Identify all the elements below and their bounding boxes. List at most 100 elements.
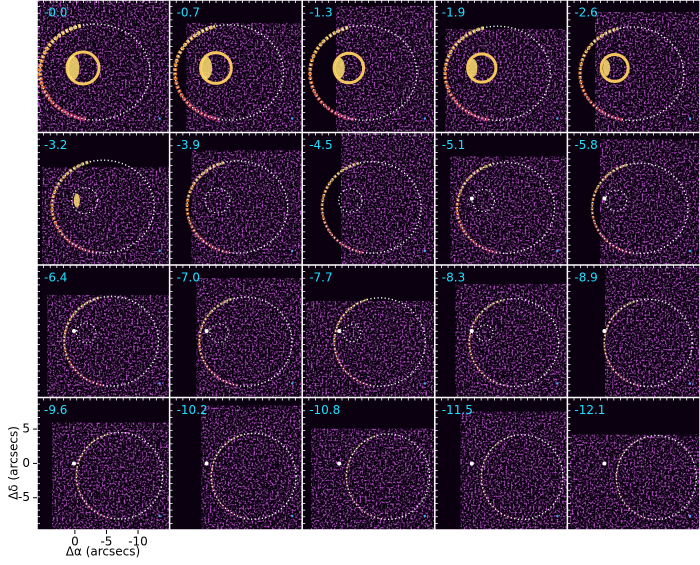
star-marker	[204, 461, 209, 466]
channel-label: -8.9	[574, 271, 597, 285]
emission-arc	[62, 296, 104, 387]
noise	[600, 139, 700, 265]
star-marker	[204, 329, 209, 333]
bright-blob	[73, 193, 80, 208]
noise	[52, 422, 170, 530]
beam	[688, 249, 692, 253]
noise	[450, 156, 567, 265]
inner-ring	[471, 188, 496, 213]
channel-panel	[302, 265, 435, 397]
beam	[291, 382, 294, 385]
model-ellipse	[321, 160, 422, 254]
model-ellipse	[186, 160, 289, 254]
star-marker	[72, 329, 76, 333]
model-ellipse	[333, 297, 427, 387]
y-tick-label: 5	[22, 422, 30, 436]
inner-ring	[332, 51, 366, 85]
beam	[556, 249, 559, 253]
noise	[605, 267, 700, 397]
star-marker	[469, 329, 474, 333]
model-ellipse	[51, 159, 155, 254]
channel-panel	[170, 0, 302, 132]
channel-label: -11.5	[442, 403, 473, 417]
model-ellipse	[579, 26, 685, 122]
beam	[158, 514, 161, 518]
star-marker	[469, 196, 474, 201]
noise	[196, 278, 302, 397]
channel-label: -10.2	[177, 403, 208, 417]
star-marker	[602, 461, 607, 466]
channel-label: -3.2	[44, 138, 67, 152]
noise	[570, 434, 700, 530]
inner-ring	[209, 323, 229, 343]
channel-label: -7.0	[177, 271, 200, 285]
channel-label: -0.7	[177, 6, 200, 20]
channel-label: -3.9	[177, 138, 200, 152]
emission-arc	[603, 299, 641, 387]
noise	[455, 284, 567, 397]
channel-label: -5.1	[442, 138, 465, 152]
inner-ring	[338, 188, 363, 213]
beam	[423, 117, 426, 120]
noise	[460, 411, 567, 530]
channel-panel	[435, 265, 567, 397]
channel-panel	[435, 133, 567, 265]
noise	[595, 12, 700, 132]
beam	[423, 249, 426, 253]
noise	[341, 133, 435, 265]
noise	[201, 405, 302, 530]
noise	[306, 301, 435, 397]
channel-panel	[37, 0, 170, 132]
channel-panel	[435, 398, 567, 530]
channel-label: -1.3	[309, 6, 332, 20]
star-marker	[469, 461, 474, 466]
bright-blob	[335, 58, 345, 78]
model-ellipse	[198, 296, 293, 387]
model-ellipse	[468, 297, 560, 388]
channel-label: -4.5	[309, 138, 332, 152]
noise	[311, 428, 435, 530]
noise	[336, 6, 435, 132]
model-ellipse	[591, 162, 689, 255]
beam	[291, 249, 294, 253]
channel-panel	[567, 133, 700, 265]
channel-label: -12.1	[574, 403, 605, 417]
beam	[291, 117, 294, 120]
model-ellipse	[210, 432, 297, 520]
model-ellipse	[39, 23, 151, 121]
inner-ring	[71, 186, 99, 215]
model-ellipse	[345, 433, 431, 520]
noise	[445, 29, 567, 132]
model-ellipse	[603, 298, 693, 388]
noise	[47, 295, 170, 397]
channel-panel	[170, 265, 302, 397]
channel-panel	[302, 133, 435, 265]
channel-panel	[567, 0, 700, 132]
inner-ring	[476, 324, 494, 342]
emission-arc	[173, 24, 221, 122]
channel-label: -1.9	[442, 6, 465, 20]
star-marker	[337, 329, 342, 333]
model-ellipse	[309, 24, 418, 121]
channel-label: -2.6	[574, 6, 597, 20]
beam	[556, 117, 559, 120]
channel-label: -9.6	[44, 403, 67, 417]
emission-arc	[75, 433, 113, 520]
y-tick-label: -5	[18, 490, 30, 504]
x-tick-label: 0	[71, 535, 79, 549]
channel-panel	[37, 133, 170, 265]
channel-panel	[302, 0, 435, 132]
bright-blob	[201, 57, 213, 79]
beam	[688, 382, 692, 385]
inner-ring	[466, 52, 498, 84]
channel-panel	[302, 398, 435, 530]
beam	[423, 382, 426, 385]
model-ellipse	[75, 431, 164, 520]
beam	[158, 382, 161, 385]
inner-ring	[199, 51, 233, 85]
y-axis-label: Δδ (arcsecs)	[7, 426, 21, 500]
star-marker	[72, 461, 76, 466]
inner-ring	[65, 50, 101, 86]
channel-panel	[37, 398, 170, 530]
model-ellipse	[174, 24, 285, 121]
